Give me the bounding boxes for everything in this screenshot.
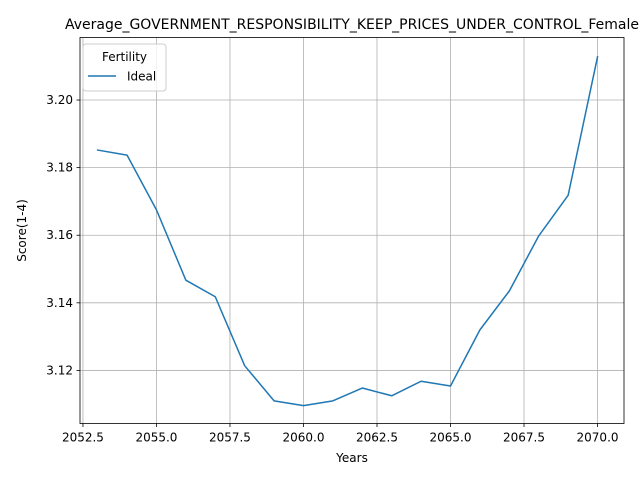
legend: Fertility Ideal [82,43,167,92]
y-tick-label: 3.12 [46,363,73,377]
x-tick-label: 2057.5 [209,431,251,445]
chart-title: Average_GOVERNMENT_RESPONSIBILITY_KEEP_P… [65,17,639,33]
y-tick-label: 3.18 [46,161,73,175]
x-axis-ticks: 2052.5 2055.0 2057.5 2060.0 2062.5 2065.0 2067… [62,423,619,445]
x-tick-label: 2067.5 [503,431,545,445]
x-tick-label: 2055.0 [135,431,177,445]
x-tick-label: 2060.0 [282,431,324,445]
legend-title: Fertility [102,50,147,64]
y-axis-ticks: 3.12 3.14 3.16 3.18 3.20 [46,93,80,377]
y-axis-label: Score(1-4) [15,199,29,262]
x-tick-label: 2065.0 [430,431,472,445]
x-tick-label: 2052.5 [62,431,104,445]
series-line-ideal [96,55,599,407]
x-tick-label: 2070.0 [577,431,619,445]
legend-box [82,43,167,92]
y-tick-label: 3.14 [46,296,73,310]
y-tick-label: 3.20 [46,93,73,107]
legend-label-ideal: Ideal [127,70,156,84]
x-tick-label: 2062.5 [356,431,398,445]
y-tick-label: 3.16 [46,228,73,242]
plot-frame [79,37,625,424]
grid [80,37,624,424]
x-axis-label: Years [335,451,368,465]
series-layer [96,55,599,407]
